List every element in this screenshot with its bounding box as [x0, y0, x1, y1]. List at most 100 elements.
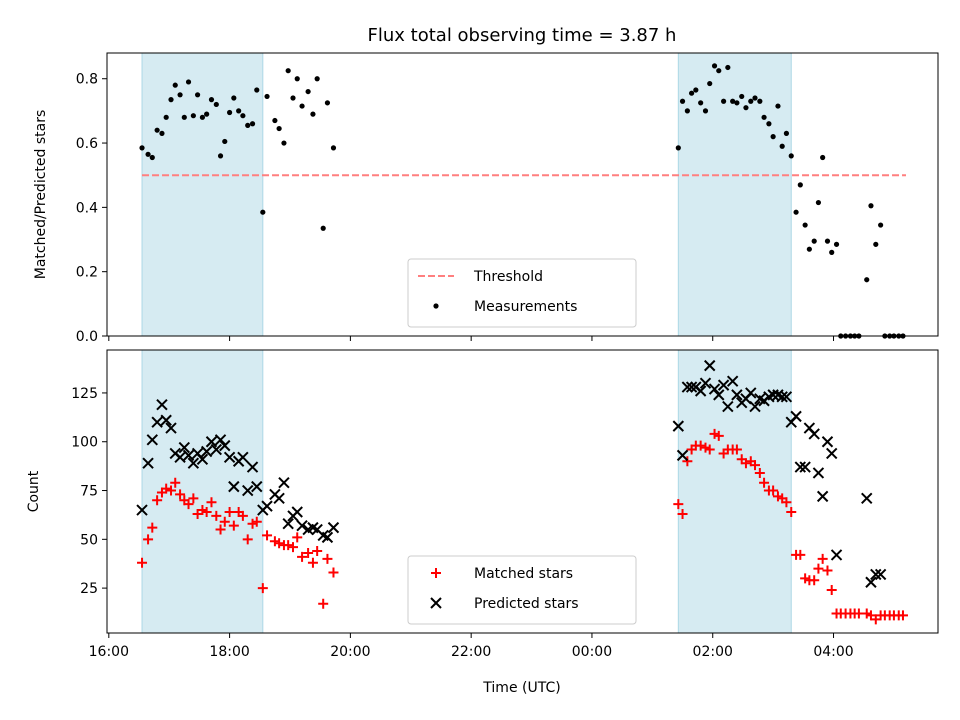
predicted-star-point	[223, 451, 236, 464]
measurement-point	[324, 100, 331, 106]
measurement-point	[766, 121, 772, 127]
measurement-point	[743, 105, 749, 111]
measurement-point	[775, 103, 781, 109]
measurement-point	[290, 95, 296, 101]
measurement-point	[820, 154, 826, 161]
measurement-point	[314, 76, 320, 82]
matched-star-point	[183, 499, 194, 510]
measurement-point	[868, 203, 874, 209]
legend-label: Measurements	[474, 299, 577, 315]
measurement-point	[320, 225, 326, 231]
matched-star-point	[817, 553, 828, 564]
predicted-star-point	[136, 504, 148, 516]
predicted-star-point	[228, 480, 240, 493]
measurement-point	[716, 68, 722, 74]
chart-title: Flux total observing time = 3.87 h	[368, 25, 677, 46]
measurement-point	[208, 97, 215, 103]
predicted-star-point	[156, 398, 168, 411]
measurement-point	[779, 143, 785, 149]
y-tick-label: 25	[80, 581, 98, 597]
bottom-panel: 16:00 18:00 20:00 22:00 00:00 02:00 04:00 25 50 7…	[26, 349, 939, 660]
measurement-point	[815, 199, 822, 206]
matched-star-point	[228, 520, 239, 531]
measurement-point	[730, 98, 736, 104]
predicted-star-point	[261, 500, 273, 512]
measurement-point	[154, 127, 160, 133]
measurement-point	[168, 97, 174, 103]
matched-star-point	[750, 460, 761, 471]
measurement-point	[675, 145, 681, 151]
predicted-star-point	[713, 389, 725, 401]
measurement-point	[693, 87, 699, 93]
x-tick-label: 16:00	[89, 644, 129, 660]
matched-star-point	[318, 598, 329, 609]
measurement-point	[688, 90, 695, 96]
measurement-point	[285, 68, 291, 74]
predicted-star-point	[160, 414, 172, 426]
y-tick-label: 0.0	[76, 329, 98, 345]
measurement-point	[788, 153, 794, 159]
y-tick-label: 0.6	[76, 136, 98, 152]
matched-star-point	[143, 534, 154, 545]
measurement-point	[878, 222, 884, 228]
measurement-point	[748, 98, 754, 104]
measurement-point	[684, 108, 690, 114]
y-tick-label: 0.2	[76, 265, 98, 281]
measurement-point	[185, 79, 192, 85]
predicted-star-point	[282, 517, 294, 530]
measurement-point	[725, 64, 731, 71]
predicted-star-point	[672, 420, 685, 432]
predicted-star-point	[790, 410, 802, 423]
predicted-star-point	[865, 576, 877, 588]
predicted-star-point	[165, 422, 177, 434]
matched-star-point	[297, 551, 308, 562]
matched-star-point	[257, 583, 268, 594]
predicted-star-point	[214, 434, 227, 446]
measurement-point	[281, 140, 287, 146]
matched-star-point	[781, 497, 792, 508]
matched-star-point	[695, 440, 706, 451]
matched-star-point	[786, 506, 797, 517]
measurement-point	[240, 113, 246, 119]
predicted-star-point	[187, 457, 200, 469]
predicted-star-point	[676, 449, 689, 462]
predicted-star-point	[291, 506, 303, 518]
matched-star-point	[754, 467, 765, 478]
measurement-point	[231, 95, 237, 101]
matched-star-point	[161, 483, 172, 494]
measurement-point	[734, 100, 740, 106]
matched-star-point	[166, 485, 177, 496]
predicted-star-point	[321, 531, 334, 544]
predicted-star-point	[146, 434, 159, 446]
y-axis-label: Matched/Predicted stars	[33, 110, 49, 280]
measurement-point	[213, 101, 219, 108]
matched-star-point	[897, 610, 908, 621]
observing-window-band	[141, 52, 264, 337]
measurement-point	[249, 121, 256, 127]
measurement-point	[299, 103, 305, 109]
measurement-point	[145, 151, 151, 157]
matched-star-point	[206, 497, 217, 508]
measurement-point	[139, 145, 145, 151]
matched-star-point	[170, 477, 181, 488]
legend-marker-x	[430, 597, 442, 609]
matched-star-point	[731, 444, 742, 455]
predicted-star-point	[327, 521, 340, 534]
matched-star-point	[215, 524, 226, 535]
legend-label: Predicted stars	[474, 596, 579, 612]
predicted-star-point	[799, 461, 811, 473]
matched-star-point	[307, 557, 318, 568]
matched-star-point	[283, 540, 294, 551]
predicted-star-point	[812, 467, 825, 479]
predicted-star-point	[717, 379, 730, 391]
predicted-star-point	[708, 383, 721, 395]
legend-marker-plus	[431, 568, 441, 578]
predicted-star-point	[210, 443, 223, 456]
predicted-star-point	[151, 416, 163, 428]
y-tick-label: 50	[80, 532, 98, 548]
predicted-star-point	[722, 400, 734, 413]
measurement-point	[707, 80, 713, 87]
measurement-point	[264, 93, 270, 100]
predicted-star-point	[699, 377, 712, 389]
matched-star-point	[237, 510, 248, 521]
